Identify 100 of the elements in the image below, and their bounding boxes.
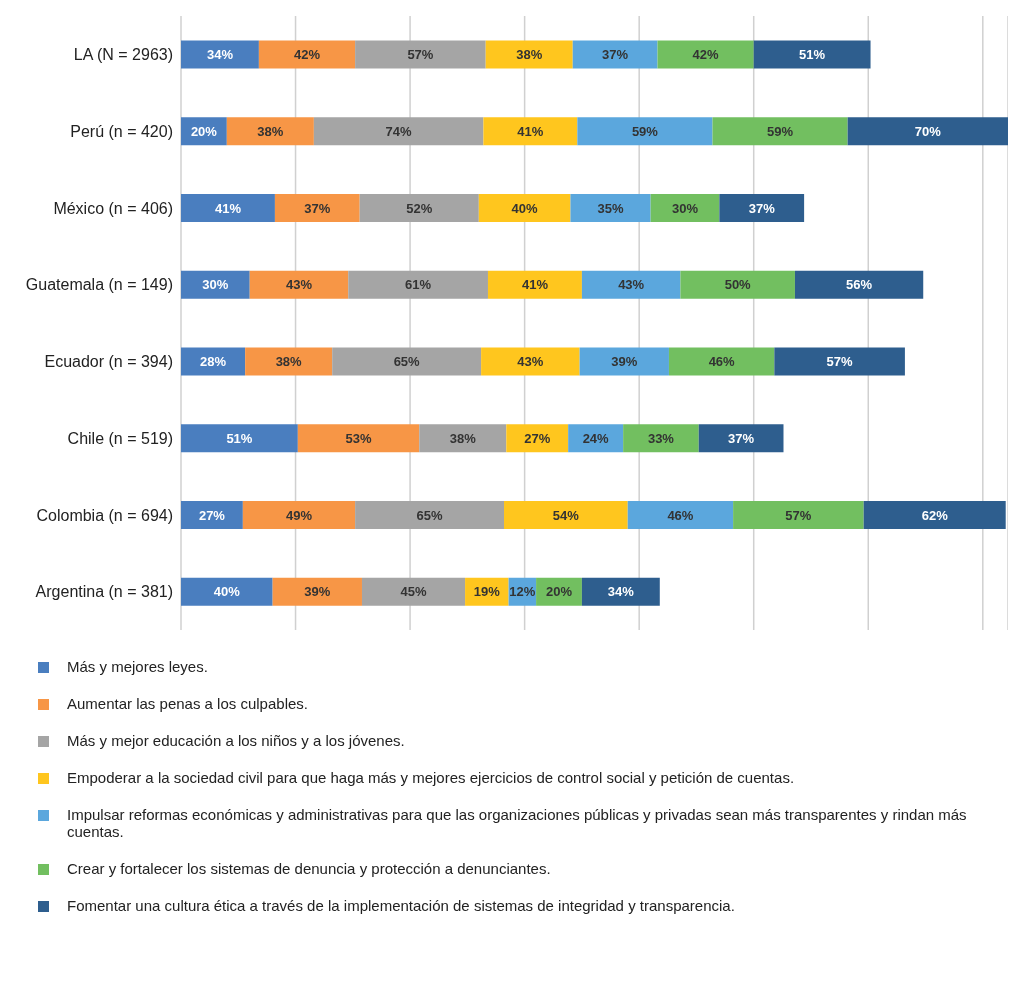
- y-tick-label: LA (N = 2963): [73, 46, 173, 64]
- data-label: 40%: [213, 584, 241, 600]
- data-label: 53%: [345, 430, 372, 446]
- bar: [478, 194, 571, 223]
- bar: [481, 347, 580, 376]
- data-label: 42%: [293, 47, 321, 63]
- data-label: 61%: [405, 277, 432, 293]
- data-label: 37%: [728, 430, 755, 446]
- bar: [258, 40, 356, 69]
- y-tick-label: Perú (n = 420): [70, 122, 173, 140]
- data-label: 38%: [449, 430, 477, 446]
- bar: [794, 270, 924, 299]
- data-label: 34%: [206, 47, 234, 63]
- bar: [680, 270, 795, 299]
- bar: [504, 501, 628, 530]
- legend-label: Empoderar a la sociedad civil para que haga más y mejores ejercicios de control social y petición de cuentas.: [67, 769, 795, 786]
- data-label: 19%: [473, 584, 501, 600]
- bar: [181, 577, 273, 606]
- data-label: 38%: [257, 123, 284, 139]
- bar: [623, 424, 699, 453]
- data-label: 41%: [521, 277, 549, 293]
- data-label: 46%: [667, 507, 694, 523]
- bar: [181, 424, 298, 453]
- bar: [483, 117, 578, 146]
- data-label: 59%: [631, 123, 659, 139]
- bar: [774, 347, 905, 376]
- y-tick-label: Ecuador (n = 394): [44, 353, 173, 371]
- data-label: 57%: [785, 507, 812, 523]
- data-label: 37%: [748, 200, 776, 216]
- bar: [581, 577, 660, 606]
- legend-label: Crear y fortalecer los sistemas de denuncia y protección a denunciantes.: [67, 860, 551, 877]
- bar: [355, 40, 486, 69]
- bar: [572, 40, 658, 69]
- data-label: 56%: [846, 277, 873, 293]
- bar: [668, 347, 775, 376]
- bar: [359, 194, 479, 223]
- bar: [485, 40, 573, 69]
- bar: [487, 270, 582, 299]
- data-label: 46%: [708, 354, 736, 370]
- bar: [570, 194, 651, 223]
- bar: [581, 270, 681, 299]
- legend-label: Más y mejores leyes.: [67, 658, 208, 675]
- data-label: 57%: [826, 354, 854, 370]
- data-label: 34%: [607, 584, 635, 600]
- data-label: 20%: [190, 123, 218, 139]
- legend-label: Más y mejor educación a los niños y a los jóvenes.: [67, 732, 405, 749]
- bar: [181, 270, 250, 299]
- data-label: 45%: [400, 584, 427, 600]
- data-label: 41%: [517, 123, 544, 139]
- data-label: 20%: [545, 584, 573, 600]
- bar: [863, 501, 1006, 530]
- bar: [361, 577, 466, 606]
- data-label: 65%: [416, 507, 443, 523]
- legend-label: Aumentar las penas a los culpables.: [67, 695, 308, 712]
- bar: [274, 194, 360, 223]
- data-label: 30%: [202, 277, 229, 293]
- data-label: 70%: [914, 123, 942, 139]
- y-tick-label: Colombia (n = 694): [36, 506, 173, 524]
- data-label: 57%: [407, 47, 434, 63]
- data-label: 74%: [385, 123, 413, 139]
- legend-label: Fomentar una cultura ética a través de la implementación de sistemas de integridad y transparencia.: [67, 897, 735, 914]
- bar: [712, 117, 848, 146]
- bar: [657, 40, 754, 69]
- data-label: 40%: [511, 200, 539, 216]
- data-label: 30%: [671, 200, 699, 216]
- bar: [733, 501, 864, 530]
- bar: [753, 40, 871, 69]
- data-label: 49%: [285, 507, 313, 523]
- bar: [650, 194, 720, 223]
- data-label: 38%: [275, 354, 303, 370]
- bar: [272, 577, 362, 606]
- bar: [719, 194, 805, 223]
- bar: [181, 347, 246, 376]
- bar: [181, 40, 259, 69]
- data-label: 27%: [524, 430, 551, 446]
- bar: [181, 194, 275, 223]
- bar: [847, 117, 1008, 146]
- data-label: 35%: [597, 200, 624, 216]
- bar: [355, 501, 505, 530]
- data-label: 65%: [393, 354, 421, 370]
- data-label: 38%: [516, 47, 543, 63]
- bar: [627, 501, 734, 530]
- data-label: 28%: [200, 354, 227, 370]
- bar: [313, 117, 484, 146]
- data-label: 51%: [799, 47, 826, 63]
- data-label: 37%: [304, 200, 331, 216]
- bar: [249, 270, 349, 299]
- data-label: 52%: [406, 200, 433, 216]
- data-label: 39%: [611, 354, 638, 370]
- bar: [245, 347, 333, 376]
- data-label: 42%: [692, 47, 720, 63]
- bar: [332, 347, 482, 376]
- bar: [506, 424, 569, 453]
- data-label: 37%: [602, 47, 629, 63]
- bar: [181, 501, 243, 530]
- bar: [242, 501, 356, 530]
- data-label: 41%: [214, 200, 242, 216]
- data-label: 62%: [921, 507, 949, 523]
- data-label: 39%: [304, 584, 331, 600]
- data-label: 12%: [509, 584, 536, 600]
